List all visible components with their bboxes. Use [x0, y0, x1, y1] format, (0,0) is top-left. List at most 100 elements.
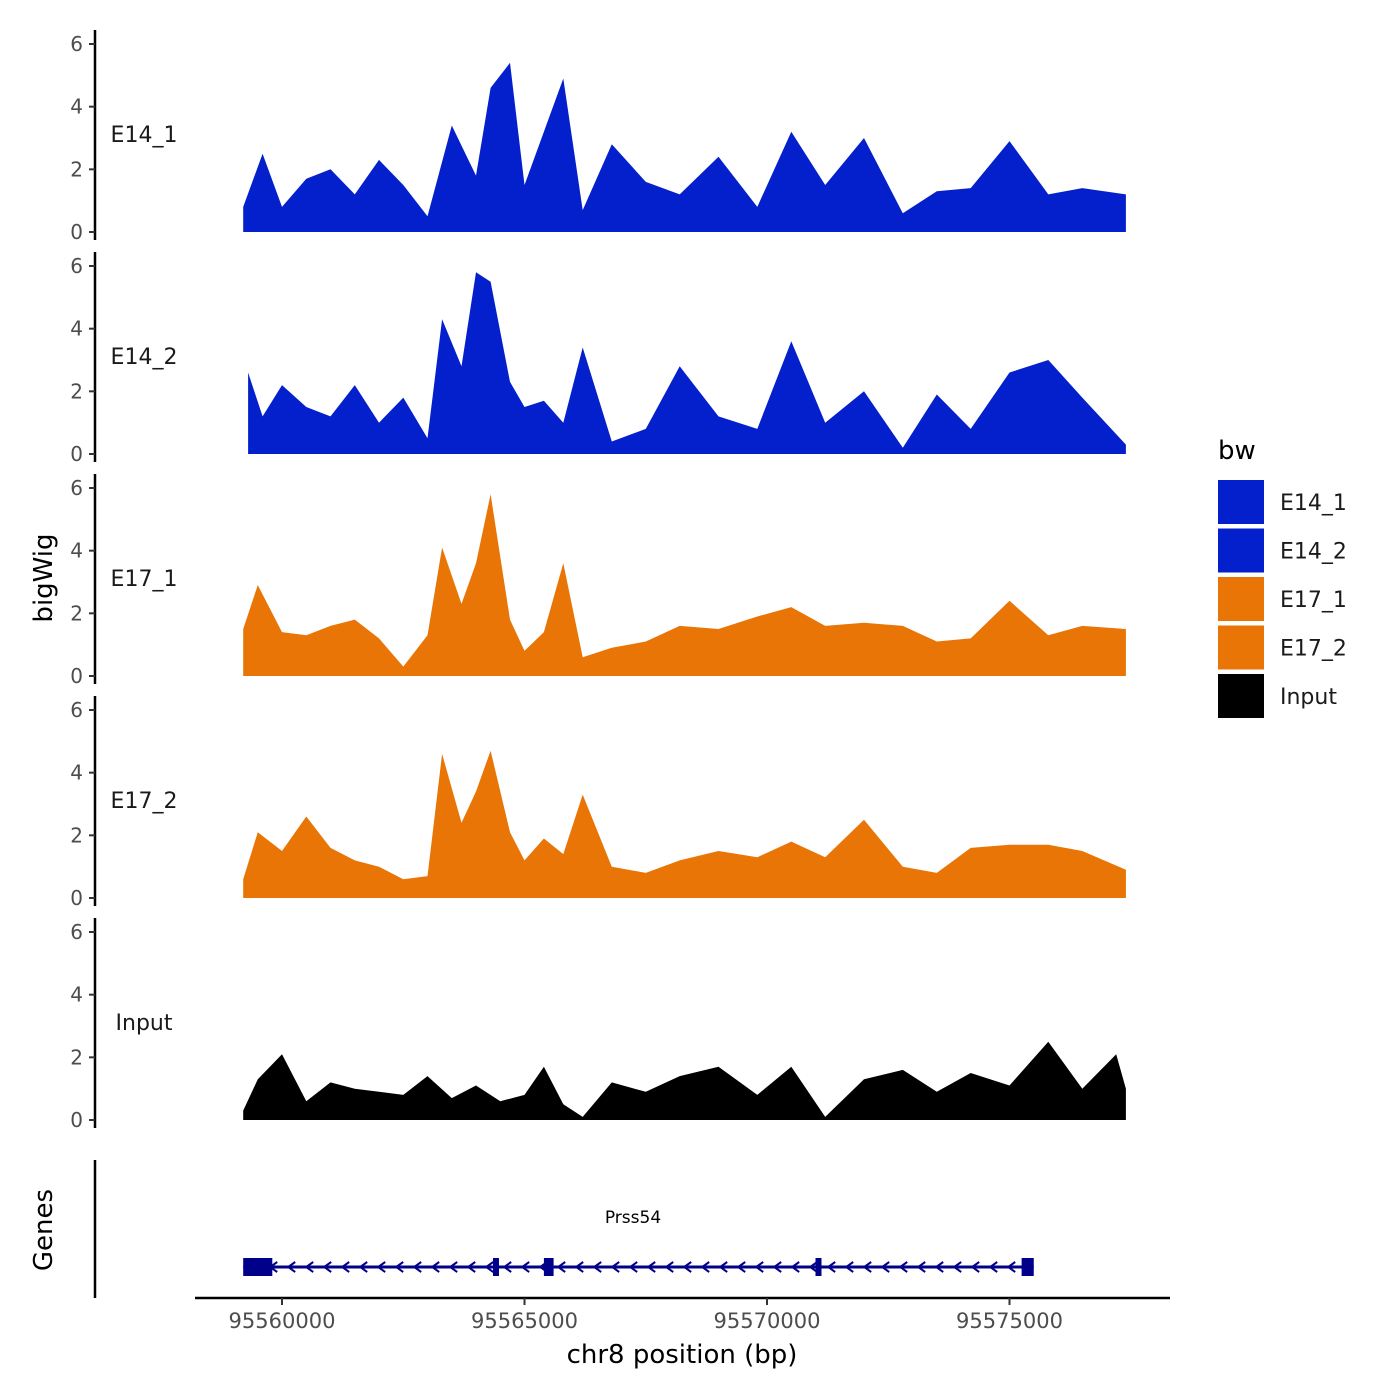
track-label-E14_1: E14_1: [111, 123, 178, 148]
strand-arrow: [970, 1261, 980, 1273]
legend-title: bw: [1218, 436, 1256, 466]
strand-arrow: [934, 1261, 944, 1273]
strand-arrow: [1006, 1261, 1016, 1273]
strand-arrow: [610, 1261, 620, 1273]
signal-area-E17_2: [243, 750, 1126, 898]
signal-area-E14_1: [243, 62, 1126, 232]
y-tick-label: 0: [70, 664, 83, 688]
gene-exon: [1021, 1258, 1034, 1276]
track-E17_2: 0 2 4 6 E17_2: [70, 696, 1126, 910]
y-tick-label: 4: [70, 95, 83, 119]
legend-label-E17_2: E17_2: [1280, 637, 1347, 662]
track-E14_1: 0 2 4 6 E14_1: [70, 30, 1126, 244]
y-tick-label: 6: [70, 32, 83, 56]
strand-arrow: [412, 1261, 422, 1273]
strand-arrow: [916, 1261, 926, 1273]
strand-arrow: [322, 1261, 332, 1273]
x-tick-label: 95575000: [956, 1309, 1063, 1333]
strand-arrow: [682, 1261, 692, 1273]
gene-exon: [543, 1258, 554, 1276]
strand-arrow: [880, 1261, 890, 1273]
y-tick-label: 0: [70, 886, 83, 910]
legend-swatch-Input: [1218, 674, 1264, 718]
strand-arrow: [466, 1261, 476, 1273]
strand-arrow: [826, 1261, 836, 1273]
y-tick-label: 6: [70, 254, 83, 278]
strand-arrow: [844, 1261, 854, 1273]
legend: bw E14_1 E14_2 E17_1 E17_2 Input: [1218, 436, 1347, 718]
legend-swatch-E17_2: [1218, 625, 1264, 670]
strand-arrow: [646, 1261, 656, 1273]
track-label-Input: Input: [116, 1011, 173, 1036]
strand-arrow: [754, 1261, 764, 1273]
y-tick-label: 4: [70, 983, 83, 1007]
strand-arrow: [862, 1261, 872, 1273]
strand-arrow: [898, 1261, 908, 1273]
strand-arrow: [772, 1261, 782, 1273]
strand-arrow: [574, 1261, 584, 1273]
strand-arrow: [448, 1261, 458, 1273]
strand-arrow: [736, 1261, 746, 1273]
y-tick-label: 4: [70, 317, 83, 341]
strand-arrow: [718, 1261, 728, 1273]
strand-arrow: [430, 1261, 440, 1273]
y-axis-label: bigWig: [29, 533, 59, 622]
x-axis: 95560000 95565000 95570000 95575000 chr8 pos…: [195, 1296, 1170, 1370]
y-tick-label: 4: [70, 761, 83, 785]
y-tick-label: 2: [70, 157, 83, 181]
track-Input: 0 2 4 6 Input: [70, 918, 1126, 1132]
signal-area-E14_2: [248, 272, 1126, 454]
genes-track-group: Genes Prss54: [29, 1160, 1034, 1298]
y-tick-label: 2: [70, 823, 83, 847]
strand-arrow: [664, 1261, 674, 1273]
gene-exon: [815, 1258, 822, 1276]
y-tick-label: 6: [70, 698, 83, 722]
tracks-group: 0 2 4 6 E14_1 0 2 4 6 E14_2 0 2 4 6 E17_1 0 2 4 6 E17_2 0 2 4 6…: [70, 30, 1126, 1132]
strand-arrow: [340, 1261, 350, 1273]
strand-arrow: [394, 1261, 404, 1273]
y-tick-label: 0: [70, 1108, 83, 1132]
strand-arrow: [502, 1261, 512, 1273]
strand-arrow: [358, 1261, 368, 1273]
track-label-E17_2: E17_2: [111, 789, 178, 814]
y-tick-label: 4: [70, 539, 83, 563]
strand-arrow: [286, 1261, 296, 1273]
legend-swatch-E14_2: [1218, 528, 1264, 573]
strand-arrow: [376, 1261, 386, 1273]
strand-arrow: [808, 1261, 818, 1273]
y-tick-label: 2: [70, 1045, 83, 1069]
x-tick-label: 95560000: [229, 1309, 336, 1333]
signal-area-Input: [243, 1041, 1126, 1120]
strand-arrow: [592, 1261, 602, 1273]
legend-swatch-E14_1: [1218, 480, 1264, 524]
legend-label-E17_1: E17_1: [1280, 588, 1347, 613]
y-tick-label: 2: [70, 379, 83, 403]
x-tick-label: 95570000: [714, 1309, 821, 1333]
y-tick-label: 2: [70, 601, 83, 625]
gene-exon: [492, 1258, 499, 1276]
track-label-E14_2: E14_2: [111, 345, 178, 370]
legend-label-E14_2: E14_2: [1280, 540, 1347, 565]
legend-label-E14_1: E14_1: [1280, 491, 1347, 516]
track-E14_2: 0 2 4 6 E14_2: [70, 252, 1126, 466]
track-E17_1: 0 2 4 6 E17_1: [70, 474, 1126, 688]
strand-arrow: [790, 1261, 800, 1273]
y-tick-label: 6: [70, 920, 83, 944]
strand-arrow: [304, 1261, 314, 1273]
genes-track-label: Genes: [29, 1189, 59, 1271]
strand-arrow: [628, 1261, 638, 1273]
y-tick-label: 0: [70, 220, 83, 244]
signal-area-E17_1: [243, 494, 1126, 676]
legend-swatch-E17_1: [1218, 577, 1264, 621]
gene-name-label: Prss54: [605, 1208, 661, 1228]
y-tick-label: 0: [70, 442, 83, 466]
gene-exon: [243, 1258, 273, 1276]
legend-label-Input: Input: [1280, 685, 1337, 710]
x-axis-label: chr8 position (bp): [567, 1340, 798, 1370]
strand-arrow: [556, 1261, 566, 1273]
strand-arrow: [700, 1261, 710, 1273]
strand-arrow: [520, 1261, 530, 1273]
track-label-E17_1: E17_1: [111, 567, 178, 592]
